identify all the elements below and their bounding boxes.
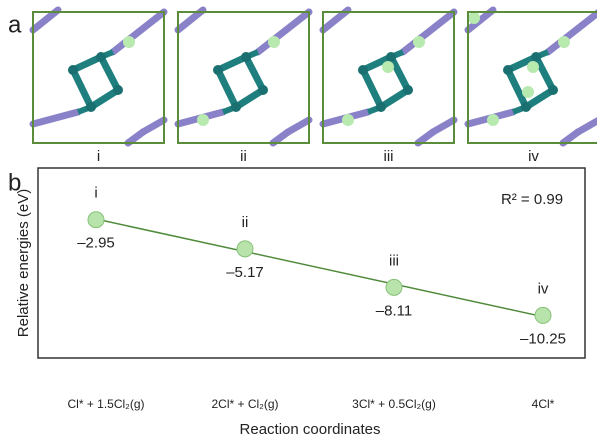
- bond: [506, 53, 538, 74]
- atom: [522, 86, 534, 98]
- structure-label: ii: [240, 148, 247, 165]
- atom: [376, 102, 386, 112]
- image-frame: [467, 11, 597, 144]
- bond: [97, 55, 122, 92]
- bond: [124, 128, 147, 147]
- point-label: iv: [538, 280, 549, 297]
- atom: [68, 65, 78, 75]
- atom: [503, 65, 513, 75]
- atom: [123, 36, 135, 48]
- bond: [242, 55, 267, 92]
- atom: [468, 12, 480, 24]
- bond: [429, 116, 458, 136]
- atom: [197, 114, 209, 126]
- bond: [89, 87, 120, 110]
- atom: [521, 102, 531, 112]
- bond: [139, 116, 168, 136]
- bond: [174, 6, 207, 34]
- structure-image: [29, 6, 168, 147]
- atom: [213, 65, 223, 75]
- structure-image: [464, 6, 597, 147]
- bond: [544, 9, 597, 56]
- atom: [231, 102, 241, 112]
- bond: [387, 55, 412, 92]
- x-tick-label: Cl* + 1.5Cl₂(g): [67, 397, 144, 411]
- atom: [113, 85, 123, 95]
- bond: [532, 55, 557, 92]
- structure-label: iv: [528, 148, 539, 165]
- bond: [379, 87, 410, 110]
- atom: [86, 102, 96, 112]
- bond: [254, 8, 313, 56]
- value-label: –8.11: [376, 302, 412, 319]
- plot-frame: [37, 167, 586, 359]
- bond: [109, 8, 168, 56]
- point: [236, 240, 254, 258]
- bond: [559, 128, 582, 147]
- bond: [504, 68, 530, 109]
- bond: [234, 87, 265, 110]
- point: [87, 211, 105, 229]
- x-tick-label: 3Cl* + 0.5Cl₂(g): [352, 397, 436, 411]
- image-frame: [322, 11, 455, 144]
- atom: [403, 85, 413, 95]
- value-label: –5.17: [226, 264, 264, 281]
- value-label: –10.25: [520, 330, 566, 347]
- y-axis-label: Relative energies (eV): [15, 189, 32, 337]
- bond: [269, 128, 292, 147]
- bond: [361, 53, 393, 74]
- atom: [531, 52, 541, 62]
- x-tick-label: 4Cl*: [532, 397, 555, 411]
- bond: [29, 108, 82, 128]
- structure-label: iii: [384, 148, 394, 165]
- atom: [558, 36, 570, 48]
- annotation: R² = 0.99: [501, 191, 563, 208]
- x-tick-label: 2Cl* + Cl₂(g): [211, 397, 278, 411]
- panel-label: b: [8, 169, 21, 196]
- atom: [241, 52, 251, 62]
- atom: [268, 36, 280, 48]
- panel-label: a: [8, 11, 22, 38]
- atom: [413, 36, 425, 48]
- point-label: ii: [242, 214, 249, 231]
- bond: [69, 68, 95, 109]
- atom: [258, 85, 268, 95]
- value-label: –2.95: [77, 235, 115, 252]
- atom: [487, 114, 499, 126]
- image-frame: [177, 11, 310, 144]
- atom: [382, 61, 394, 73]
- atom: [342, 114, 354, 126]
- point: [534, 306, 552, 324]
- x-axis-label: Reaction coordinates: [240, 421, 381, 438]
- bond: [214, 68, 240, 109]
- fit-line: [95, 218, 544, 318]
- bond: [464, 6, 497, 34]
- bond: [399, 8, 458, 56]
- bond: [29, 6, 62, 34]
- atom: [358, 65, 368, 75]
- image-frame: [32, 11, 165, 144]
- bond: [524, 87, 555, 110]
- structure-image: [319, 6, 458, 147]
- point-label: iii: [389, 252, 399, 269]
- structure-image: [174, 6, 313, 147]
- bond: [574, 117, 597, 136]
- bond: [319, 6, 352, 34]
- bond: [71, 53, 103, 74]
- bond: [216, 53, 248, 74]
- atom: [548, 85, 558, 95]
- bond: [359, 68, 385, 109]
- point: [385, 278, 403, 296]
- bond: [414, 128, 437, 147]
- point-label: i: [94, 185, 97, 202]
- atom: [527, 61, 539, 73]
- atom: [386, 52, 396, 62]
- bond: [284, 116, 313, 136]
- atom: [96, 52, 106, 62]
- structure-label: i: [97, 148, 100, 165]
